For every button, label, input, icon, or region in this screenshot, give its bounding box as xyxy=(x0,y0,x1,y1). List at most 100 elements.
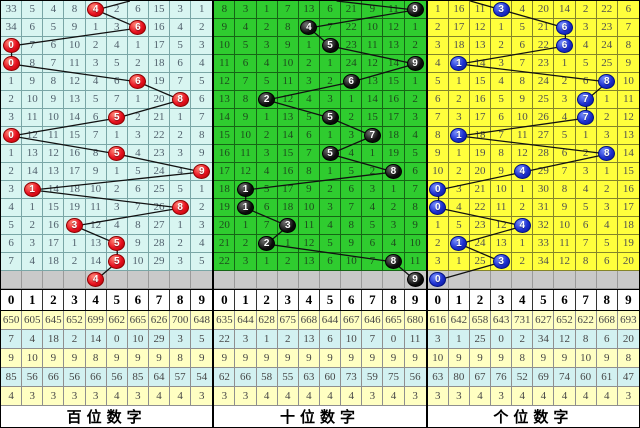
summary-cell: 62 xyxy=(214,368,236,387)
miss-count-cell: 16 xyxy=(43,217,65,235)
miss-count-cell: 13 xyxy=(277,109,299,127)
panel-title-hundreds: 百位数字 xyxy=(1,406,213,427)
miss-count-cell: 10 xyxy=(235,127,257,145)
digit-header-cell: 4 xyxy=(86,290,107,310)
digit-header-cell: 0 xyxy=(1,290,23,310)
miss-count-cell: 1 xyxy=(596,91,618,109)
miss-count-cell: 15 xyxy=(469,73,492,91)
drawn-number-ball: 5 xyxy=(321,146,339,161)
miss-count-cell: 2 xyxy=(427,235,449,253)
miss-count-cell: 6 xyxy=(191,91,213,109)
pending-row-cell: 0 xyxy=(427,271,449,289)
pending-row-cell xyxy=(191,271,213,289)
summary-cell: 4 xyxy=(106,387,128,406)
miss-count-cell: 23 xyxy=(596,19,618,37)
miss-count-cell: 12 xyxy=(214,73,236,91)
summary-cell: 628 xyxy=(256,311,278,330)
drawn-number-ball: 4 xyxy=(513,164,531,179)
miss-count-cell: 23 xyxy=(469,217,492,235)
miss-count-cell: 11 xyxy=(512,127,534,145)
miss-count-cell: 5 xyxy=(127,163,149,181)
summary-cell: 9 xyxy=(404,349,426,368)
miss-count-cell: 3 xyxy=(554,91,576,109)
miss-count-cell: 6 xyxy=(596,253,618,271)
miss-count-cell: 2 xyxy=(512,253,534,271)
summary-cell: 54 xyxy=(191,368,213,387)
summary-cell: 644 xyxy=(235,311,257,330)
drawn-number-ball: 5 xyxy=(108,146,126,161)
miss-count-cell: 8 xyxy=(298,163,320,181)
miss-count-cell: 29 xyxy=(533,163,555,181)
miss-count-cell: 14 xyxy=(383,55,405,73)
miss-count-cell: 8 xyxy=(404,199,426,217)
miss-count-cell: 4 xyxy=(512,163,534,181)
summary-cell: 8 xyxy=(617,349,639,368)
miss-count-cell: 6 xyxy=(341,73,363,91)
miss-count-cell: 14 xyxy=(85,253,107,271)
miss-count-cell: 4 xyxy=(191,235,213,253)
miss-count-cell: 9 xyxy=(554,199,576,217)
drawn-number-ball: 8 xyxy=(171,92,189,107)
miss-count-cell: 18 xyxy=(214,181,236,199)
drawn-number-ball: 8 xyxy=(171,200,189,215)
miss-count-cell: 30 xyxy=(533,181,555,199)
miss-count-cell: 4 xyxy=(491,73,513,91)
miss-count-cell: 4 xyxy=(106,37,128,55)
summary-cell: 74 xyxy=(554,368,576,387)
miss-count-cell: 2 xyxy=(127,109,149,127)
summary-cell: 4 xyxy=(469,387,492,406)
miss-count-cell: 7 xyxy=(319,19,342,37)
miss-count-cell: 22 xyxy=(533,37,555,55)
miss-count-cell: 0 xyxy=(427,181,449,199)
summary-cell: 4 xyxy=(596,387,618,406)
miss-count-cell: 12 xyxy=(469,19,492,37)
miss-count-cell: 3 xyxy=(1,109,23,127)
summary-cell: 3 xyxy=(22,387,44,406)
miss-count-cell: 1 xyxy=(448,235,470,253)
drawn-number-ball: 5 xyxy=(321,110,339,125)
miss-count-cell: 1 xyxy=(448,73,470,91)
summary-cell: 4 xyxy=(554,387,576,406)
miss-count-cell: 15 xyxy=(64,127,86,145)
miss-count-cell: 13 xyxy=(617,127,639,145)
miss-count-cell: 24 xyxy=(596,37,618,55)
miss-count-cell: 7 xyxy=(85,127,107,145)
trend-grid-hundreds: 33 5 4 8 4 2 6 15 3 1 34 6 5 9 1 3 6 16 4 2 0 7 6 10 2 4 1 17 5 3 0 8 7 1… xyxy=(1,1,213,289)
miss-count-cell: 5 xyxy=(22,1,44,19)
miss-count-cell: 5 xyxy=(106,55,128,73)
miss-count-cell: 21 xyxy=(148,109,171,127)
miss-count-cell: 15 xyxy=(214,127,236,145)
miss-count-cell: 16 xyxy=(148,19,171,37)
miss-count-cell: 5 xyxy=(43,19,65,37)
miss-count-cell: 4 xyxy=(448,199,470,217)
miss-count-cell: 9 xyxy=(191,145,213,163)
miss-count-cell: 13 xyxy=(22,145,44,163)
summary-cell: 9 xyxy=(533,349,555,368)
summary-cell: 4 xyxy=(575,387,597,406)
miss-count-cell: 15 xyxy=(617,163,639,181)
summary-cell: 34 xyxy=(533,330,555,349)
miss-count-cell: 3 xyxy=(575,19,597,37)
miss-count-cell: 3 xyxy=(127,127,149,145)
miss-count-cell: 17 xyxy=(214,163,236,181)
miss-count-cell: 3 xyxy=(319,199,342,217)
summary-cell: 4 xyxy=(533,387,555,406)
miss-count-cell: 10 xyxy=(214,37,236,55)
drawn-number-ball: 6 xyxy=(129,20,147,35)
miss-count-cell: 8 xyxy=(512,73,534,91)
miss-count-cell: 4 xyxy=(170,163,192,181)
miss-count-cell: 2 xyxy=(298,55,320,73)
summary-cell: 66 xyxy=(235,368,257,387)
miss-count-cell: 5 xyxy=(235,37,257,55)
miss-count-cell: 10 xyxy=(362,19,384,37)
summary-cell: 47 xyxy=(617,368,639,387)
miss-count-cell: 15 xyxy=(362,109,384,127)
summary-cell: 668 xyxy=(596,311,618,330)
summary-cell: 668 xyxy=(298,311,320,330)
miss-count-cell: 8 xyxy=(85,145,107,163)
miss-count-cell: 13 xyxy=(85,235,107,253)
summary-cell: 4 xyxy=(22,330,44,349)
miss-count-cell: 1 xyxy=(106,163,128,181)
miss-count-cell: 19 xyxy=(64,199,86,217)
miss-count-cell: 7 xyxy=(512,55,534,73)
